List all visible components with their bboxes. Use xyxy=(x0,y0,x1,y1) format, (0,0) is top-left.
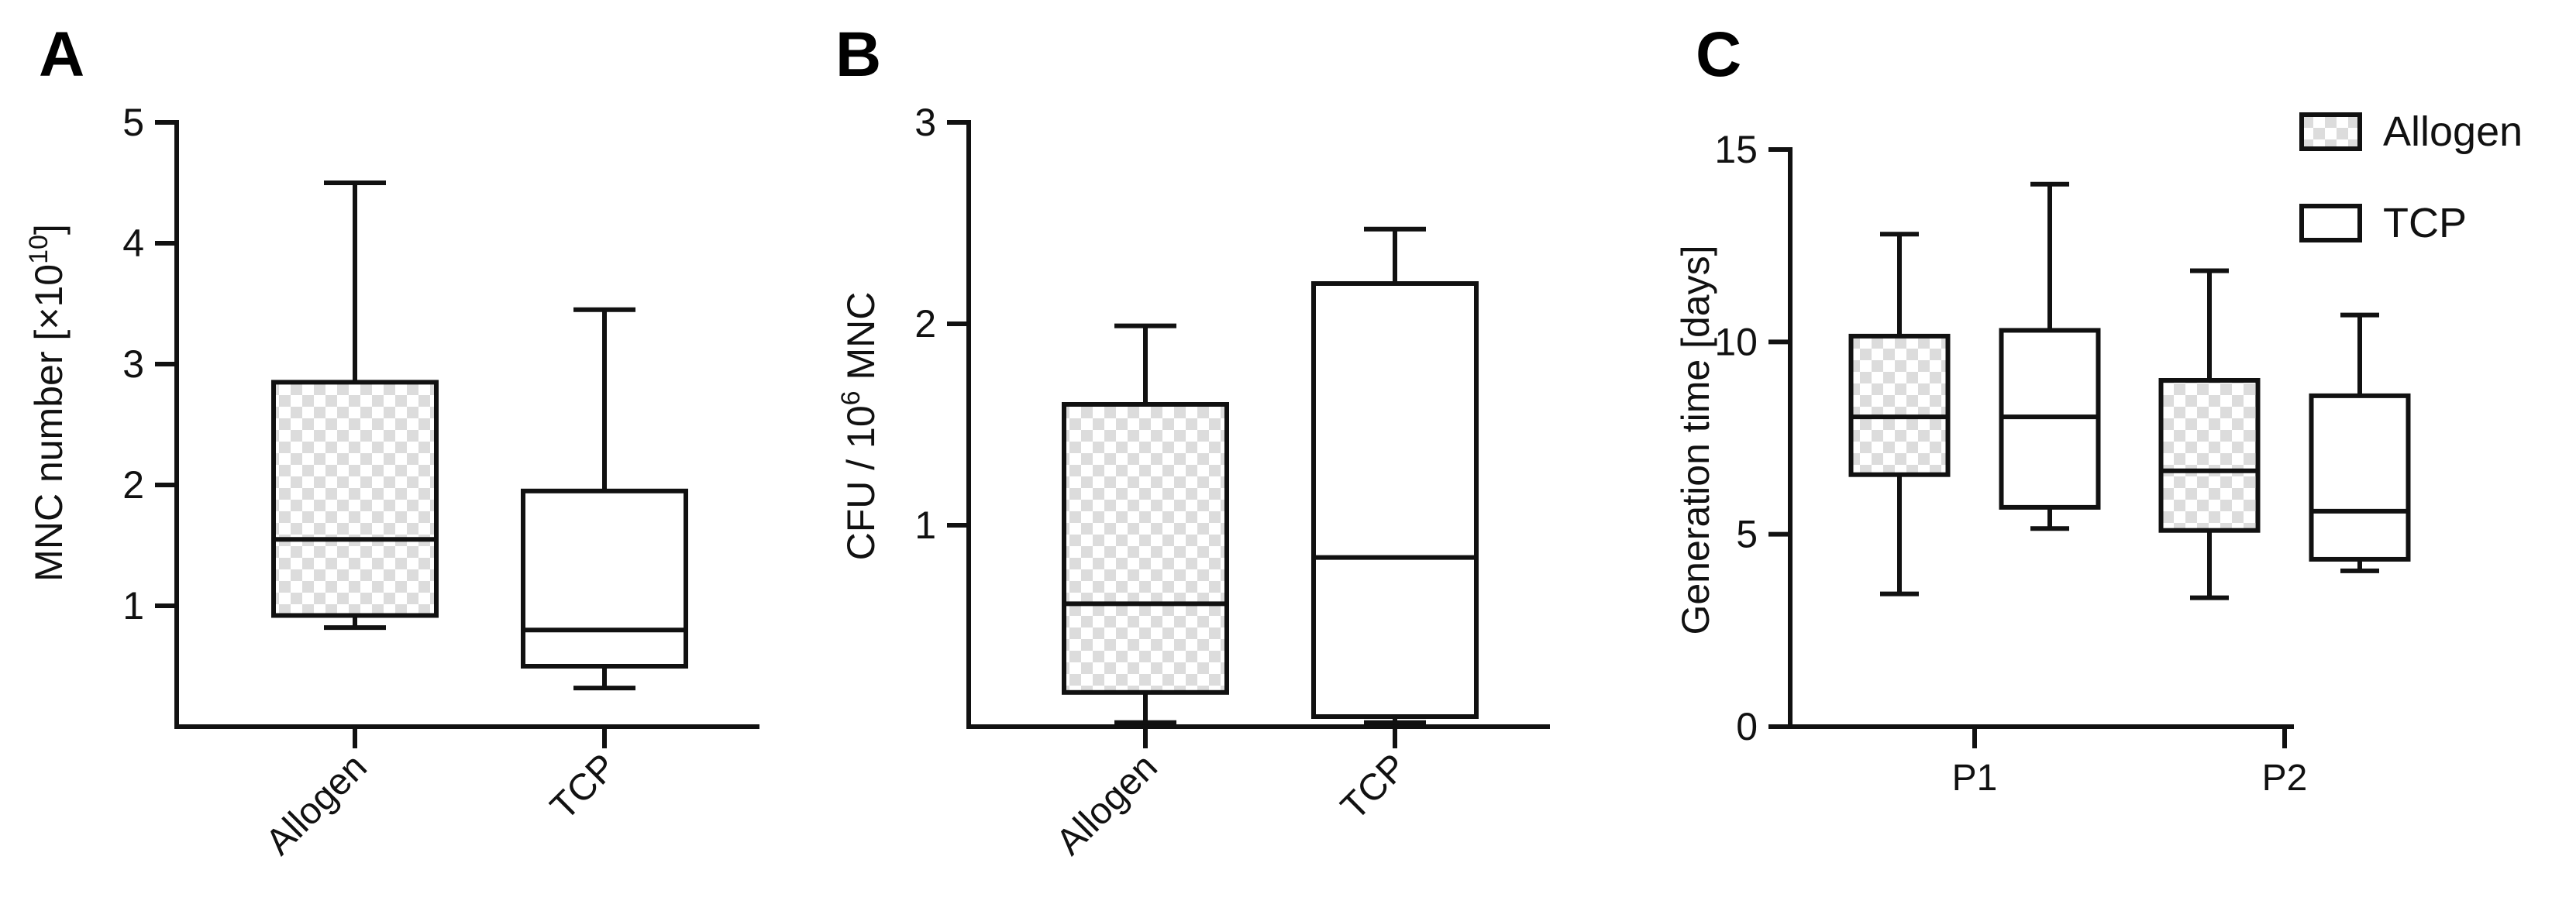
y-tick-label: 10 xyxy=(1714,320,1758,363)
y-tick-label: 3 xyxy=(914,101,936,144)
y-tick-label: 5 xyxy=(1736,513,1758,556)
box-iqr xyxy=(271,380,439,618)
y-tick-label: 0 xyxy=(1736,705,1758,748)
y-tick-label: 1 xyxy=(914,504,936,547)
box-allogen-p1 xyxy=(1848,232,1951,597)
x-tick-label: P1 xyxy=(1952,758,1998,799)
box-tcp-p2 xyxy=(2309,312,2411,573)
x-tick-label: P2 xyxy=(2262,758,2308,799)
x-tick-label: Allogen xyxy=(258,746,375,863)
y-tick-label: 3 xyxy=(122,342,144,386)
box-tcp xyxy=(1311,226,1479,725)
legend-swatch xyxy=(2299,112,2362,151)
x-tick-label: TCP xyxy=(542,746,624,827)
box-iqr xyxy=(2158,378,2261,533)
x-tick-label: TCP xyxy=(1333,746,1414,827)
box-allogen-p2 xyxy=(2158,268,2261,600)
legend-swatch xyxy=(2299,204,2362,242)
box-allogen xyxy=(1062,323,1229,725)
box-iqr xyxy=(521,488,688,669)
legend-label: TCP xyxy=(2383,200,2467,246)
y-tick-label: 5 xyxy=(122,101,144,144)
box-iqr xyxy=(1848,333,1951,477)
y-tick-label: 2 xyxy=(914,302,936,346)
panel-letter: B xyxy=(835,19,881,90)
panel-c: C 0 5 10 15 Generation time [days] P1 P2 Allogen… xyxy=(1674,19,2523,799)
y-axis-title: MNC number [×1010] xyxy=(24,224,71,582)
box-tcp-p1 xyxy=(1999,181,2101,531)
panel-letter: C xyxy=(1696,19,1741,90)
panel-a: A 1 2 3 4 5 MNC number [×1010] Allogen TCP xyxy=(24,19,759,863)
box-iqr xyxy=(1311,281,1479,719)
y-tick-label: 1 xyxy=(122,584,144,627)
y-tick-label: 2 xyxy=(122,463,144,507)
legend-label: Allogen xyxy=(2383,108,2523,155)
panel-b: B 1 2 3 CFU / 106 MNC Allogen TCP xyxy=(835,19,1550,863)
y-axis-title: CFU / 106 MNC xyxy=(836,292,883,561)
box-iqr xyxy=(1062,402,1229,695)
y-axis-title: Generation time [days] xyxy=(1674,245,1717,634)
x-tick-label: Allogen xyxy=(1049,746,1166,863)
box-tcp xyxy=(521,307,688,691)
y-tick-label: 4 xyxy=(122,222,144,265)
box-allogen xyxy=(271,181,439,631)
panel-letter: A xyxy=(39,19,84,90)
y-tick-label: 15 xyxy=(1714,128,1758,171)
box-iqr xyxy=(2309,393,2411,562)
legend: Allogen TCP xyxy=(2299,108,2523,246)
